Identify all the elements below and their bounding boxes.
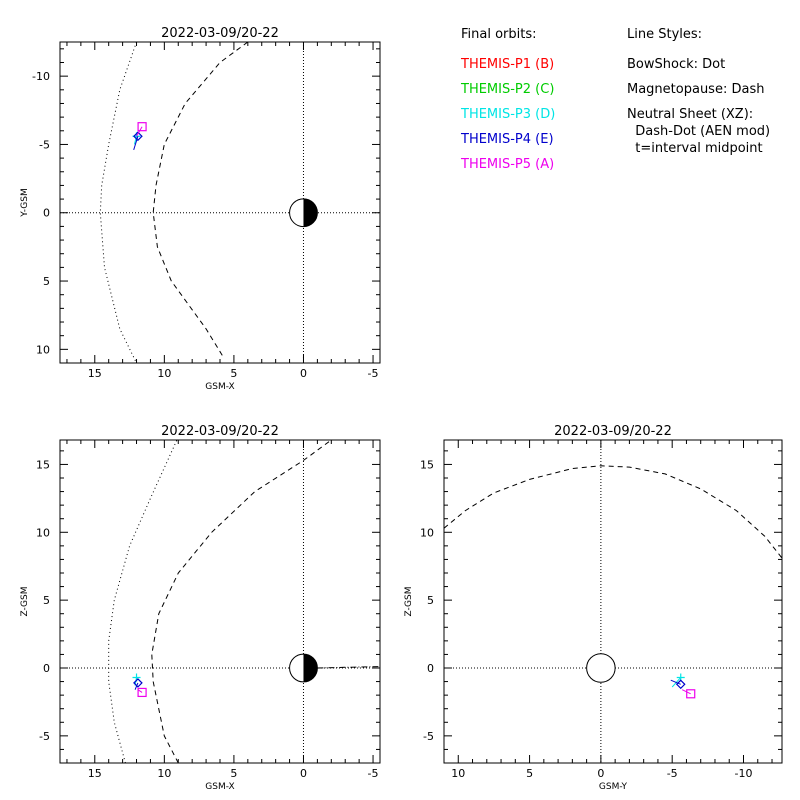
x-tick-label: -5 <box>667 767 678 780</box>
x-tick-label: 10 <box>157 367 171 380</box>
y-axis-label: Z-GSM <box>20 586 30 616</box>
magnetopause-curve <box>152 42 249 357</box>
x-tick-label: -5 <box>368 767 379 780</box>
xy-orbit-panel: 15 10 5 0 -5 -10 -5 0 5 10 2022-03-09/20-22 GSM-X Y-… <box>20 26 381 392</box>
probe-marker-diamond <box>133 678 143 688</box>
curves-group <box>108 440 380 763</box>
plot-title: 2022-03-09/20-22 <box>161 424 279 439</box>
x-axis-label: GSM-X <box>205 382 234 392</box>
y-tick-label: 15 <box>36 458 50 471</box>
style-neutral-sheet-dashdot: Dash-Dot (AEN mod) <box>627 124 771 139</box>
x-tick-label: 5 <box>230 367 237 380</box>
line-styles-title: Line Styles: <box>627 27 703 42</box>
curves-group <box>99 42 249 363</box>
x-tick-label: 15 <box>88 767 102 780</box>
y-tick-label: 10 <box>36 343 50 356</box>
plot-title: 2022-03-09/20-22 <box>554 424 672 439</box>
style-magnetopause: Magnetopause: Dash <box>627 82 765 97</box>
earth-night-side <box>303 198 318 227</box>
xz-orbit-panel: 15 10 5 0 -5 -5 0 5 10 15 2022-03-09/20-22 GSM-X Z-G… <box>20 424 381 792</box>
y-tick-label: 5 <box>427 594 434 607</box>
y-tick-label: 15 <box>420 458 434 471</box>
x-tick-label: -5 <box>368 367 379 380</box>
curves-group <box>444 465 782 559</box>
magnetopause-curve <box>151 440 332 763</box>
probe-track <box>136 126 143 137</box>
y-tick-label: -5 <box>39 730 50 743</box>
y-tick-label: 0 <box>43 662 50 675</box>
probe-marker-square <box>137 122 147 132</box>
y-tick-label: 10 <box>36 526 50 539</box>
x-tick-label: 15 <box>88 367 102 380</box>
x-tick-label: 10 <box>157 767 171 780</box>
y-tick-label: -10 <box>32 70 50 83</box>
x-axis-label: GSM-X <box>205 782 234 792</box>
probe-track <box>133 136 139 151</box>
legend-probe-p5: THEMIS-P5 (A) <box>461 157 555 172</box>
y-tick-label: 0 <box>43 207 50 220</box>
y-tick-label: 10 <box>420 526 434 539</box>
x-tick-label: 10 <box>451 767 465 780</box>
x-tick-label: -10 <box>735 767 753 780</box>
magnetopause-curve <box>444 465 782 559</box>
yz-orbit-panel: 10 5 0 -5 -10 -5 0 5 10 15 2022-03-09/20-22 GSM-Y Z-… <box>404 424 783 792</box>
y-axis-label: Y-GSM <box>20 188 30 217</box>
legend-probe-p1: THEMIS-P1 (B) <box>461 57 555 72</box>
bow-shock-curve <box>99 42 137 363</box>
probe-marker-diamond <box>675 679 686 690</box>
legend-probe-p3: THEMIS-P3 (D) <box>461 107 556 122</box>
y-tick-label: -5 <box>39 138 50 151</box>
plot-frame <box>443 439 783 764</box>
y-tick-label: 5 <box>43 275 50 288</box>
y-tick-label: 5 <box>43 594 50 607</box>
x-tick-label: 5 <box>230 767 237 780</box>
plot-frame <box>59 41 381 364</box>
style-interval-midpoint: t=interval midpoint <box>627 141 763 156</box>
legend-probe-p4: THEMIS-P4 (E) <box>461 132 554 147</box>
probe-marker-diamond <box>133 131 143 142</box>
x-tick-label: 5 <box>526 767 533 780</box>
plot-frame <box>59 439 381 764</box>
y-axis-label: Z-GSM <box>404 586 414 616</box>
x-tick-label: 0 <box>300 767 307 780</box>
x-tick-label: 0 <box>300 367 307 380</box>
y-tick-label: -5 <box>423 730 434 743</box>
final-orbits-title: Final orbits: <box>461 27 537 42</box>
neutral-sheet-curve <box>317 666 380 669</box>
bow-shock-curve <box>108 440 178 763</box>
style-neutral-sheet: Neutral Sheet (XZ): <box>627 107 754 122</box>
probe-marker-square <box>137 687 147 698</box>
x-axis-label: GSM-Y <box>599 782 628 792</box>
earth-icon <box>586 653 616 683</box>
earth-night-side <box>303 654 318 682</box>
x-tick-label: 0 <box>597 767 604 780</box>
plot-title: 2022-03-09/20-22 <box>161 26 279 41</box>
probe-marker-square <box>686 689 696 699</box>
probe-track <box>670 679 681 685</box>
y-tick-label: 0 <box>427 662 434 675</box>
legend-probe-p2: THEMIS-P2 (C) <box>461 82 555 97</box>
style-bowshock: BowShock: Dot <box>627 57 726 72</box>
